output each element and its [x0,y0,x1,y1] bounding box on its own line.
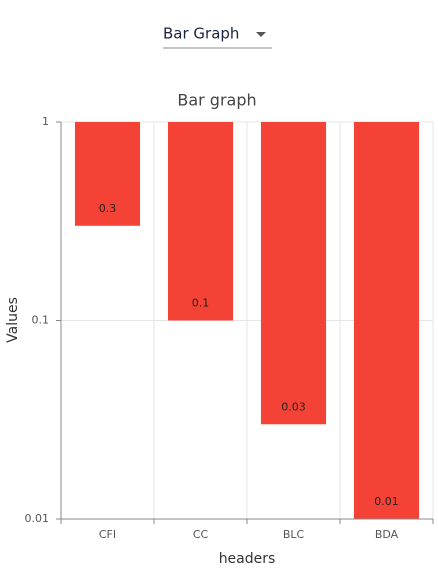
value-label: 0.1 [192,297,210,310]
value-label: 0.3 [99,202,117,215]
dropdown-label[interactable]: Bar Graph [163,25,239,43]
bar [260,122,327,425]
x-tick-label: CC [193,528,209,541]
x-axis-title: headers [219,551,276,567]
x-tick-label: BDA [375,528,399,541]
x-tick-label: BLC [283,528,305,541]
y-tick-label: 1 [42,115,49,128]
y-tick-label: 0.1 [32,314,50,327]
bar [74,122,141,226]
dropdown-arrow[interactable] [256,32,266,37]
y-axis-title: Values [5,297,21,343]
value-label: 0.03 [281,400,306,413]
chart-title: Bar graph [177,91,256,110]
chart-type-dropdown[interactable]: Bar Graph [163,25,272,49]
x-tick-label: CFI [99,528,116,541]
y-tick-label: 0.01 [25,512,50,525]
bar [353,122,420,519]
value-label: 0.01 [374,495,399,508]
bar [167,122,234,321]
